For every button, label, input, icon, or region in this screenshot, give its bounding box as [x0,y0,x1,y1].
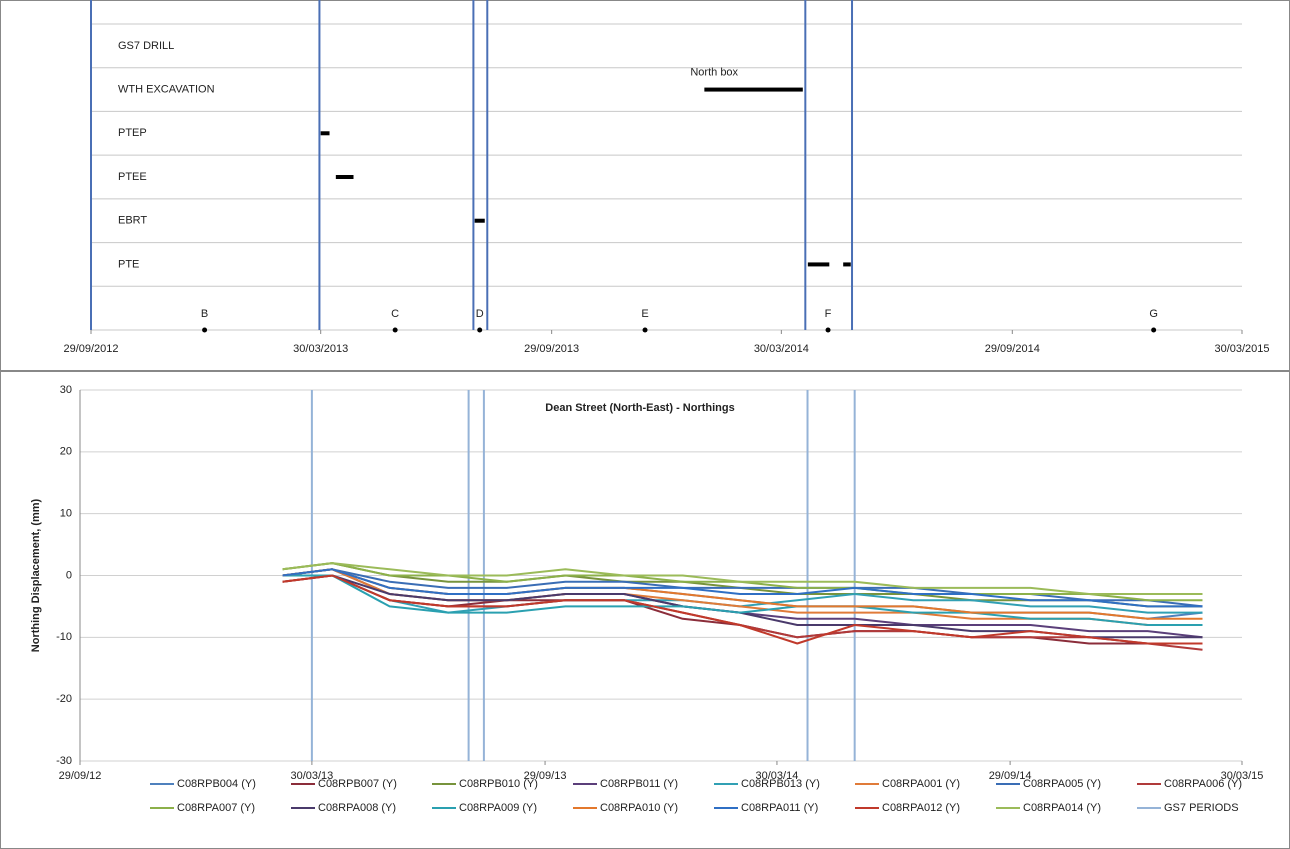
legend-label: C08RPA014 (Y) [1023,802,1101,814]
legend-label: C08RPA008 (Y) [318,802,396,814]
milestone-label: B [201,308,208,320]
x-tick-label: 29/09/13 [524,770,567,782]
row-label: GS7 DRILL [118,40,174,52]
row-label: PTEP [118,127,147,139]
row-label: PTE [118,258,139,270]
y-tick-label: -30 [56,755,72,767]
milestone-label: C [391,308,399,320]
task-bar [335,175,354,179]
legend-label: GS7 PERIODS [1164,802,1239,814]
x-tick-label: 29/09/2012 [63,343,118,355]
legend-label: C08RPA006 (Y) [1164,778,1242,790]
legend-label: C08RPA001 (Y) [882,778,960,790]
legend-label: C08RPA005 (Y) [1023,778,1101,790]
x-tick-label: 30/03/13 [290,770,333,782]
milestone-label: D [476,308,484,320]
legend-label: C08RPB013 (Y) [741,778,820,790]
x-tick-label: 30/03/15 [1221,770,1264,782]
y-tick-label: 30 [60,384,72,396]
legend-label: C08RPB010 (Y) [459,778,538,790]
milestone [1151,327,1157,333]
legend-label: C08RPB004 (Y) [177,778,256,790]
legend-label: C08RPA012 (Y) [882,802,960,814]
row-label: EBRT [118,215,147,227]
legend-label: C08RPA010 (Y) [600,802,678,814]
milestone [202,327,208,333]
task-bar [320,131,330,136]
y-tick-label: -10 [56,631,72,643]
y-axis-label: Northing Displacement, (mm) [30,498,42,652]
task-bar [807,262,830,267]
legend-label: C08RPA009 (Y) [459,802,537,814]
y-tick-label: 0 [66,569,72,581]
milestone-label: F [825,308,832,320]
x-tick-label: 29/09/2013 [524,343,579,355]
x-tick-label: 30/03/14 [756,770,799,782]
x-tick-label: 30/03/2014 [754,343,809,355]
legend-label: C08RPA011 (Y) [741,802,818,814]
milestone-label: G [1149,308,1158,320]
milestone [477,327,483,333]
row-label: PTEE [118,171,147,183]
milestone [392,327,398,333]
y-tick-label: 10 [60,508,72,520]
milestone-label: E [641,308,648,320]
series-line [282,574,1203,626]
x-tick-label: 30/03/2013 [293,343,348,355]
annotation: North box [690,66,738,78]
task-bar [843,262,851,267]
y-tick-label: -20 [56,693,72,705]
task-bar [704,87,803,92]
series-line [282,562,1203,595]
milestone [642,327,648,333]
row-label: WTH EXCAVATION [118,83,215,95]
series-line [282,574,1203,645]
series-line [282,568,1203,608]
x-tick-label: 30/03/2015 [1214,343,1269,355]
x-tick-label: 29/09/2014 [985,343,1040,355]
chart-title: Dean Street (North-East) - Northings [545,402,734,414]
y-tick-label: 20 [60,446,72,458]
series-line [282,568,1203,608]
task-bar [474,218,485,223]
x-tick-label: 29/09/12 [59,770,102,782]
legend-label: C08RPA007 (Y) [177,802,255,814]
milestone [825,327,831,333]
x-tick-label: 29/09/14 [989,770,1032,782]
legend-label: C08RPB007 (Y) [318,778,397,790]
legend-label: C08RPB011 (Y) [600,778,678,790]
